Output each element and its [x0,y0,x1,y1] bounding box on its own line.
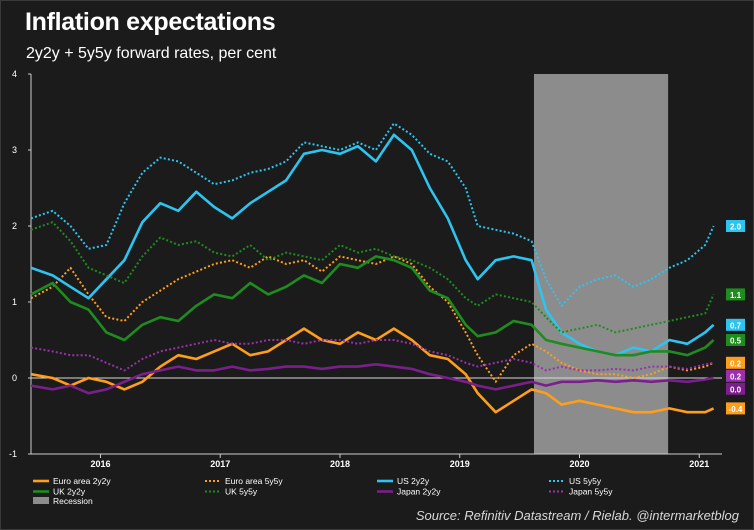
chart-title: Inflation expectations [25,8,276,36]
end-label-text: 0.2 [730,372,742,381]
legend-label: US 2y2y [397,476,430,486]
end-label-japan-5y5y: 0.2 [726,369,745,382]
end-label-box [726,334,745,346]
y-tick-label: -1 [9,449,17,459]
legend-item-uk-2y2y: UK 2y2y [33,487,86,497]
legend-item-euro-area-2y2y: Euro area 2y2y [33,476,111,486]
end-label-uk-5y5y: 1.1 [726,288,745,301]
end-label-euro-area-5y5y: 0.2 [726,356,745,369]
legend-item-us-2y2y: US 2y2y [377,476,430,486]
y-tick-label: 1 [12,297,17,307]
end-label-japan-2y2y: 0.0 [726,382,745,395]
legend-label: UK 2y2y [53,487,86,497]
end-label-box [726,402,745,415]
end-label-text: 1.1 [730,291,742,300]
legend-item-us-5y5y: US 5y5y [549,476,602,486]
x-tick-label: 2017 [210,459,230,469]
end-label-uk-2y2y: 0.5 [726,334,745,346]
legend-label: US 5y5y [569,476,602,486]
legend-swatch [33,497,49,504]
end-label-text: 0.0 [730,385,742,394]
legend-item-uk-5y5y: UK 5y5y [205,487,258,497]
y-tick-label: 3 [12,145,17,155]
series-line-japan-2y2y [30,363,714,395]
end-label-box [726,369,745,382]
recession-band [533,74,669,454]
series-line-uk-5y5y [30,221,715,334]
end-label-text: 0.2 [730,359,742,368]
legend-item-recession: Recession [33,496,93,506]
end-label-us-2y2y: 0.7 [726,318,745,331]
end-label-text: -0.4 [729,405,743,414]
end-label-text: 0.5 [730,337,742,346]
legend-label: Japan 2y2y [397,487,441,497]
chart-subtitle: 2y2y + 5y5y forward rates, per cent [26,45,277,62]
end-label-box [726,382,745,395]
end-label-us-5y5y: 2.0 [726,220,745,232]
legend-label: UK 5y5y [225,487,258,497]
end-label-text: 0.7 [730,321,742,330]
x-tick-label: 2021 [689,459,709,469]
x-tick-label: 2019 [450,459,470,469]
series-line-euro-area-2y2y [30,327,715,414]
legend-item-japan-5y5y: Japan 5y5y [549,487,613,497]
end-label-euro-area-2y2y: -0.4 [726,402,745,415]
y-tick-label: 2 [12,221,17,231]
end-label-box [726,288,745,301]
end-label-box [726,356,745,369]
series-line-euro-area-5y5y [30,255,715,383]
x-tick-label: 2020 [569,459,589,469]
end-label-box [726,220,745,232]
x-tick-label: 2018 [330,459,350,469]
y-tick-label: 4 [12,69,17,79]
legend-item-japan-2y2y: Japan 2y2y [377,487,441,497]
series-line-japan-5y5y [30,339,714,372]
legend-item-euro-area-5y5y: Euro area 5y5y [205,476,283,486]
legend-label: Euro area 2y2y [53,476,111,486]
legend-label: Recession [53,496,93,506]
y-tick-label: 0 [12,373,17,383]
end-label-text: 2.0 [730,223,742,232]
source-note: Source: Refinitiv Datastream / Rielab. @… [415,508,739,523]
legend-label: Euro area 5y5y [225,476,283,486]
x-tick-label: 2016 [90,459,110,469]
series-line-us-5y5y [30,122,715,307]
legend-label: Japan 5y5y [569,487,613,497]
end-label-box [726,318,745,331]
series-line-uk-2y2y [30,255,715,357]
